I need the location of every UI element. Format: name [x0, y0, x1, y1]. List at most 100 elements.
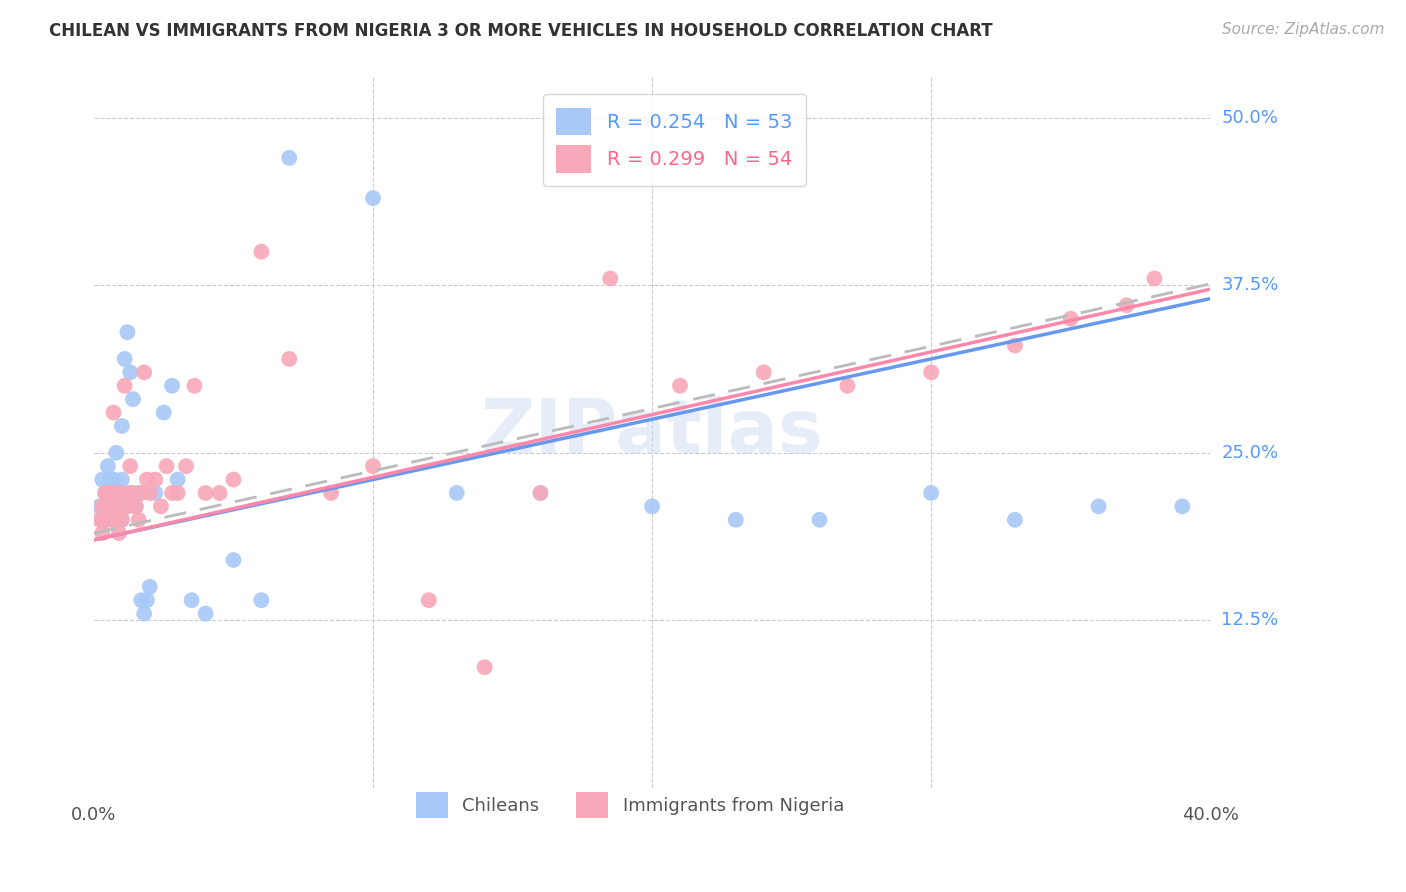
Point: [97, 459, 120, 474]
Point: [108, 500, 131, 514]
Point: [1115, 298, 1137, 312]
Point: [278, 151, 301, 165]
Text: ZIPatlas: ZIPatlas: [481, 396, 824, 469]
Point: [752, 365, 775, 379]
Point: [529, 486, 551, 500]
Point: [474, 660, 496, 674]
Point: [94, 486, 117, 500]
Point: [136, 473, 159, 487]
Point: [91, 473, 114, 487]
Point: [321, 486, 343, 500]
Point: [136, 593, 159, 607]
Point: [103, 500, 125, 514]
Point: [1171, 500, 1194, 514]
Point: [183, 378, 205, 392]
Point: [250, 593, 273, 607]
Point: [134, 365, 156, 379]
Point: [108, 486, 131, 500]
Point: [91, 513, 114, 527]
Point: [117, 325, 139, 339]
Point: [100, 486, 122, 500]
Point: [117, 500, 139, 514]
Point: [128, 513, 150, 527]
Point: [128, 486, 150, 500]
Point: [114, 378, 136, 392]
Point: [105, 486, 128, 500]
Point: [100, 473, 122, 487]
Point: [724, 513, 747, 527]
Point: [117, 500, 139, 514]
Point: [111, 513, 134, 527]
Point: [174, 459, 197, 474]
Point: [114, 351, 136, 366]
Point: [143, 486, 166, 500]
Point: [1004, 338, 1026, 352]
Point: [97, 500, 120, 514]
Point: [105, 513, 128, 527]
Point: [97, 486, 120, 500]
Point: [669, 378, 692, 392]
Point: [134, 607, 156, 621]
Point: [94, 513, 117, 527]
Point: [1060, 311, 1083, 326]
Point: [125, 500, 148, 514]
Point: [808, 513, 831, 527]
Point: [641, 500, 664, 514]
Point: [103, 473, 125, 487]
Point: [103, 500, 125, 514]
Point: [920, 486, 942, 500]
Point: [166, 473, 188, 487]
Point: [122, 486, 145, 500]
Point: [111, 486, 134, 500]
Point: [149, 500, 172, 514]
Point: [131, 486, 153, 500]
Point: [97, 500, 120, 514]
Point: [120, 459, 142, 474]
Point: [111, 513, 134, 527]
Point: [94, 513, 117, 527]
Point: [120, 365, 142, 379]
Text: 0.0%: 0.0%: [72, 805, 117, 823]
Text: 50.0%: 50.0%: [1222, 109, 1278, 127]
Point: [139, 580, 162, 594]
Point: [105, 486, 128, 500]
Point: [446, 486, 468, 500]
Point: [529, 486, 551, 500]
Point: [97, 486, 120, 500]
Text: 25.0%: 25.0%: [1222, 443, 1278, 462]
Point: [208, 486, 231, 500]
Point: [920, 365, 942, 379]
Point: [89, 513, 111, 527]
Point: [180, 593, 202, 607]
Text: CHILEAN VS IMMIGRANTS FROM NIGERIA 3 OR MORE VEHICLES IN HOUSEHOLD CORRELATION C: CHILEAN VS IMMIGRANTS FROM NIGERIA 3 OR …: [49, 22, 993, 40]
Point: [160, 378, 183, 392]
Legend: Chileans, Immigrants from Nigeria: Chileans, Immigrants from Nigeria: [408, 785, 851, 825]
Point: [125, 500, 148, 514]
Point: [131, 593, 153, 607]
Text: 40.0%: 40.0%: [1182, 805, 1239, 823]
Point: [155, 459, 177, 474]
Point: [418, 593, 440, 607]
Point: [1004, 513, 1026, 527]
Point: [160, 486, 183, 500]
Point: [361, 191, 384, 205]
Point: [222, 473, 245, 487]
Point: [108, 526, 131, 541]
Point: [105, 446, 128, 460]
Point: [120, 486, 142, 500]
Point: [111, 473, 134, 487]
Point: [122, 392, 145, 406]
Point: [152, 405, 174, 419]
Point: [599, 271, 621, 285]
Point: [1087, 500, 1109, 514]
Point: [837, 378, 859, 392]
Point: [105, 513, 128, 527]
Point: [100, 513, 122, 527]
Point: [166, 486, 188, 500]
Point: [250, 244, 273, 259]
Point: [222, 553, 245, 567]
Point: [143, 473, 166, 487]
Point: [194, 486, 217, 500]
Point: [100, 486, 122, 500]
Point: [120, 486, 142, 500]
